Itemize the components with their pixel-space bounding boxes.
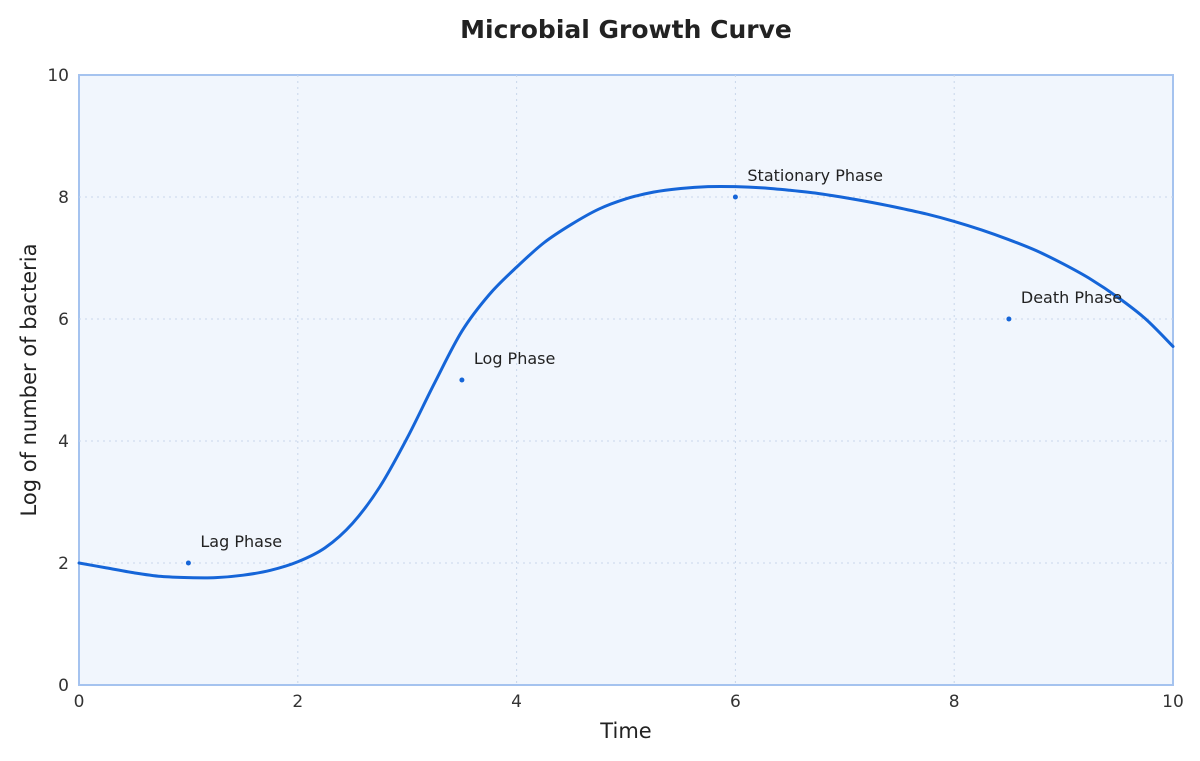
annotation-marker bbox=[185, 560, 191, 566]
annotation-marker bbox=[459, 377, 465, 383]
y-tick-label: 8 bbox=[58, 188, 69, 208]
y-tick-label: 10 bbox=[47, 66, 69, 86]
series-line bbox=[77, 184, 1175, 580]
x-axis-ticks: 0 2 4 6 8 10 bbox=[74, 692, 1184, 712]
annotation-marker bbox=[732, 194, 738, 200]
x-axis-label: Time bbox=[599, 719, 651, 743]
chart-title: Microbial Growth Curve bbox=[460, 15, 792, 44]
plot-area bbox=[78, 74, 1174, 686]
x-tick-label: 2 bbox=[292, 692, 303, 712]
x-tick-label: 4 bbox=[511, 692, 522, 712]
x-tick-label: 0 bbox=[74, 692, 85, 712]
x-tick-label: 10 bbox=[1162, 692, 1184, 712]
annotation-label: Stationary Phase bbox=[747, 166, 883, 185]
x-tick-label: 6 bbox=[730, 692, 741, 712]
annotation-marker bbox=[1006, 316, 1012, 322]
annotation-label: Death Phase bbox=[1021, 288, 1122, 307]
y-tick-label: 6 bbox=[58, 310, 69, 330]
y-tick-label: 4 bbox=[58, 432, 69, 452]
y-axis-ticks: 0 2 4 6 8 10 bbox=[47, 66, 69, 696]
y-axis-label: Log of number of bacteria bbox=[17, 244, 41, 517]
x-tick-label: 8 bbox=[949, 692, 960, 712]
annotation-label: Lag Phase bbox=[200, 532, 282, 551]
y-tick-label: 2 bbox=[58, 554, 69, 574]
grid-lines bbox=[79, 75, 1173, 685]
y-tick-label: 0 bbox=[58, 676, 69, 696]
annotations: Lag Phase Log Phase Stationary Phase Death … bbox=[185, 166, 1122, 566]
annotation-label: Log Phase bbox=[474, 349, 555, 368]
